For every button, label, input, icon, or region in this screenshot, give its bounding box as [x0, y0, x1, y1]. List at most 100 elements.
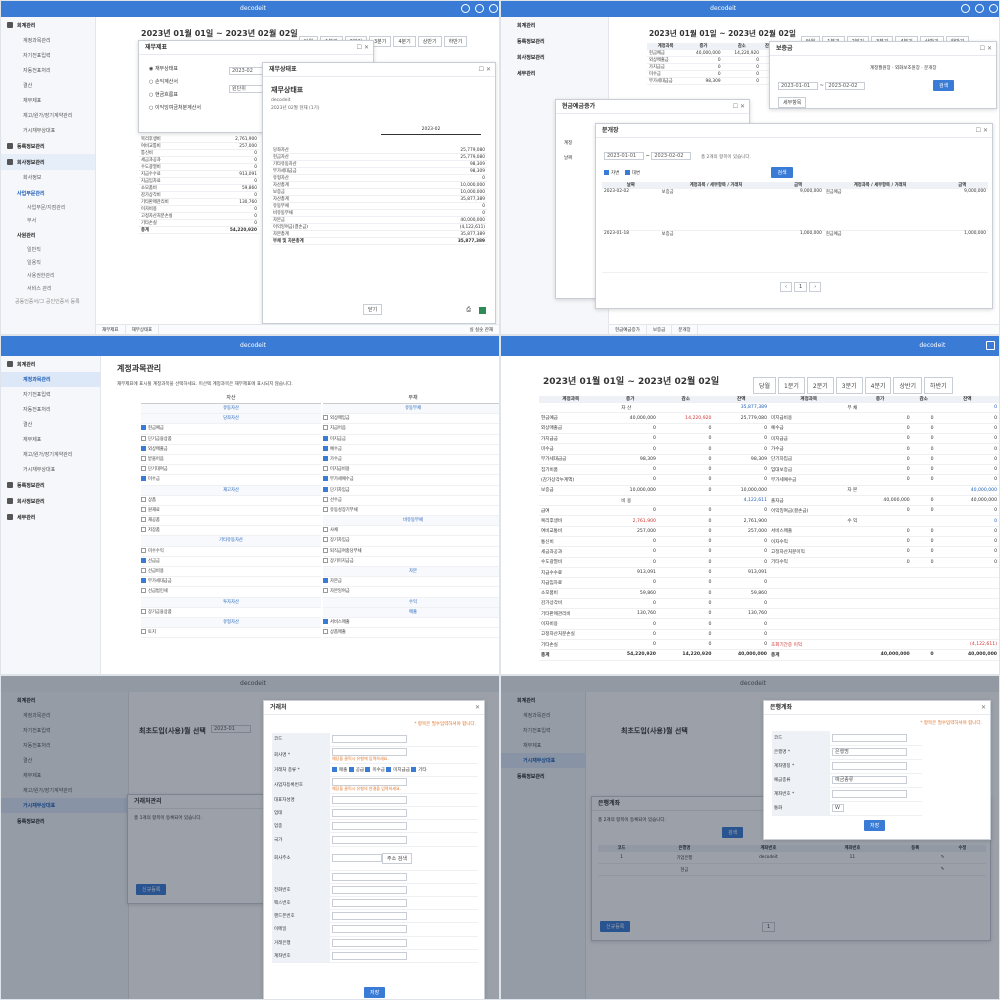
text-input[interactable] — [332, 747, 407, 756]
account-item[interactable]: 부가세대급금 — [141, 577, 321, 588]
sidebar-group-accounting[interactable]: 회계관리 — [17, 698, 36, 704]
period-button[interactable]: 상반기 — [417, 36, 442, 47]
checkbox[interactable] — [141, 517, 146, 523]
report-option[interactable]: ○ 현금흐름표 — [149, 91, 201, 98]
checkbox[interactable] — [323, 445, 328, 451]
type-checkbox[interactable] — [332, 766, 337, 772]
sidebar-item[interactable]: 재고/원가/장기계약관리 — [23, 452, 73, 458]
sidebar-item[interactable]: 자동전표처리 — [23, 68, 51, 74]
account-item[interactable]: 서비스매출 — [323, 618, 499, 629]
checkbox[interactable] — [141, 445, 146, 451]
checkbox[interactable] — [141, 466, 146, 472]
period-button[interactable]: 3분기 — [835, 377, 863, 394]
sidebar-group-company[interactable]: 회사정보관리 — [1, 154, 95, 170]
text-input[interactable] — [332, 938, 407, 947]
account-item[interactable]: 예수금 — [323, 445, 499, 455]
period-button[interactable]: 1분기 — [778, 377, 805, 394]
help-icon[interactable] — [461, 4, 470, 13]
account-item[interactable]: 유동성장기부채 — [323, 506, 499, 517]
account-item[interactable]: 부가세예수금 — [323, 475, 499, 486]
print-icon[interactable]: ⎙ — [466, 306, 471, 313]
sidebar-footer-cert[interactable]: 공동인증서/그 공인인증서 등록 — [15, 299, 80, 305]
sidebar-group-company[interactable]: 회사정보관리 — [1, 493, 100, 509]
sidebar-item[interactable]: 계정과목관리 — [1, 372, 100, 387]
checkbox[interactable] — [323, 486, 328, 492]
checkbox[interactable] — [323, 629, 328, 635]
checkbox[interactable] — [323, 527, 328, 533]
sidebar-item[interactable]: 자동전표처리 — [23, 743, 51, 749]
save-button[interactable]: 저장 — [364, 987, 386, 998]
checkbox[interactable] — [323, 466, 328, 472]
tab[interactable]: 현금예금증가 — [609, 325, 647, 334]
help-icon[interactable] — [961, 4, 970, 13]
text-input[interactable] — [332, 925, 407, 934]
search-button[interactable]: 검색 — [932, 80, 955, 91]
account-item[interactable]: 단기차입금 — [323, 486, 499, 496]
account-item[interactable]: 현금예금 — [141, 424, 321, 435]
checkbox[interactable] — [141, 476, 146, 482]
sidebar-group-accounting[interactable]: 회계관리 — [517, 23, 536, 29]
account-item[interactable]: 지급어음 — [323, 424, 499, 435]
page-current[interactable]: 1 — [794, 282, 808, 292]
account-item[interactable]: 퇴직급여충당부채 — [323, 547, 499, 557]
window-controls[interactable]: ☐ ✕ — [975, 127, 988, 134]
date-to-input[interactable]: 2023-02-02 — [825, 81, 866, 90]
checkbox[interactable] — [323, 547, 328, 553]
sidebar-group-company[interactable]: 회사정보관리 — [517, 55, 545, 61]
tag[interactable]: 외화보조원장 — [895, 66, 920, 71]
account-item[interactable]: 외상매입금 — [323, 414, 499, 425]
period-button[interactable]: 4분기 — [864, 377, 892, 394]
notification-icon[interactable] — [975, 4, 984, 13]
checkbox[interactable] — [141, 568, 146, 573]
account-item[interactable]: 장기차입금 — [323, 536, 499, 547]
text-input[interactable] — [332, 899, 407, 908]
checkbox[interactable] — [323, 435, 328, 441]
text-input[interactable] — [332, 854, 382, 863]
account-item[interactable]: 단기금융상품 — [141, 435, 321, 445]
select-input[interactable]: 은행명 — [832, 748, 907, 756]
sidebar-item[interactable]: 거시재무상대표 — [23, 128, 56, 134]
account-item[interactable]: 단기대여금 — [141, 465, 321, 476]
table-row[interactable]: 1 기업은행 decodeit 11 ✎ — [598, 851, 986, 865]
checkbox[interactable] — [141, 608, 146, 614]
account-item[interactable]: 선수금 — [323, 496, 499, 506]
account-item[interactable]: 자본금 — [323, 577, 499, 588]
sidebar-group-accounting[interactable]: 회계관리 — [1, 17, 95, 33]
period-button[interactable]: 하반기 — [443, 36, 468, 47]
checkbox[interactable] — [323, 588, 328, 594]
sidebar-item[interactable]: 계정과목관리 — [23, 713, 51, 719]
sidebar-group-tax[interactable]: 세무관리 — [1, 509, 100, 525]
sidebar-item-service[interactable]: 서비스 관리 — [27, 286, 52, 292]
account-item[interactable]: 외상매출금 — [141, 445, 321, 455]
tab[interactable]: 분개장 — [672, 325, 698, 334]
account-item[interactable]: 저장품 — [141, 526, 321, 537]
text-input[interactable]: W — [832, 804, 844, 812]
sidebar-item[interactable]: 재고/원가/장기계약관리 — [23, 113, 73, 119]
sidebar-group-accounting[interactable]: 회계관리 — [517, 698, 536, 704]
sidebar-item[interactable]: 재고/원가/장기계약관리 — [23, 788, 73, 794]
checkbox[interactable] — [141, 527, 146, 533]
sidebar-group-registry[interactable]: 등록정보관리 — [517, 774, 545, 780]
period-button[interactable]: 하반기 — [924, 377, 953, 394]
account-item[interactable]: 장기금융상품 — [141, 608, 321, 618]
account-item[interactable]: 사채 — [323, 526, 499, 537]
page-current[interactable]: 1 — [762, 922, 776, 932]
detail-chip[interactable]: 세부항목 — [778, 97, 807, 108]
date-from-input[interactable]: 2023-01-01 — [778, 81, 818, 90]
date-from-input[interactable]: 2023-01-01 — [604, 152, 644, 160]
account-item[interactable]: 자본잉여금 — [323, 587, 499, 598]
checkbox[interactable] — [141, 455, 146, 461]
sidebar-item[interactable]: 계정과목관리 — [23, 38, 51, 44]
checkbox[interactable] — [323, 578, 328, 584]
sidebar-item[interactable]: 자기전표입력 — [23, 728, 51, 734]
text-input[interactable] — [332, 951, 407, 960]
add-icon[interactable] — [489, 4, 498, 13]
checkbox[interactable] — [141, 557, 146, 563]
sidebar-item[interactable]: 거시재무상대표 — [501, 753, 585, 768]
text-input[interactable] — [332, 912, 407, 921]
close-button[interactable]: 닫기 — [363, 304, 383, 315]
type-checkbox[interactable] — [365, 766, 371, 772]
type-checkbox[interactable] — [348, 766, 354, 772]
sidebar-item[interactable]: 결산 — [23, 758, 33, 764]
save-button[interactable]: 저장 — [864, 820, 886, 831]
